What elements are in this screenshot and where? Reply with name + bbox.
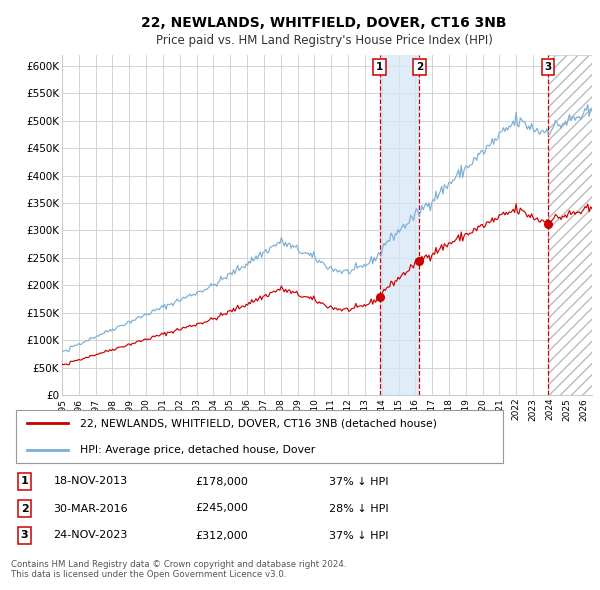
Bar [380,55,419,395]
Text: 30-MAR-2016: 30-MAR-2016 [53,503,128,513]
Text: 37% ↓ HPI: 37% ↓ HPI [329,530,389,540]
Text: 2: 2 [416,62,423,72]
Text: 1: 1 [20,477,28,487]
Text: 24-NOV-2023: 24-NOV-2023 [53,530,128,540]
Text: Contains HM Land Registry data © Crown copyright and database right 2024.
This d: Contains HM Land Registry data © Crown c… [11,560,346,579]
Text: 1: 1 [376,62,383,72]
Bar [548,55,592,395]
Text: 37% ↓ HPI: 37% ↓ HPI [329,477,389,487]
Text: £312,000: £312,000 [196,530,248,540]
Text: 22, NEWLANDS, WHITFIELD, DOVER, CT16 3NB: 22, NEWLANDS, WHITFIELD, DOVER, CT16 3NB [141,16,507,30]
Text: 3: 3 [545,62,552,72]
Text: Price paid vs. HM Land Registry's House Price Index (HPI): Price paid vs. HM Land Registry's House … [155,34,493,47]
FancyBboxPatch shape [16,410,503,463]
Text: 18-NOV-2013: 18-NOV-2013 [53,477,128,487]
Text: £245,000: £245,000 [196,503,248,513]
Text: 22, NEWLANDS, WHITFIELD, DOVER, CT16 3NB (detached house): 22, NEWLANDS, WHITFIELD, DOVER, CT16 3NB… [80,418,437,428]
Text: £178,000: £178,000 [196,477,248,487]
Text: 2: 2 [20,503,28,513]
Text: HPI: Average price, detached house, Dover: HPI: Average price, detached house, Dove… [80,445,315,455]
Text: 28% ↓ HPI: 28% ↓ HPI [329,503,389,513]
Text: 3: 3 [20,530,28,540]
